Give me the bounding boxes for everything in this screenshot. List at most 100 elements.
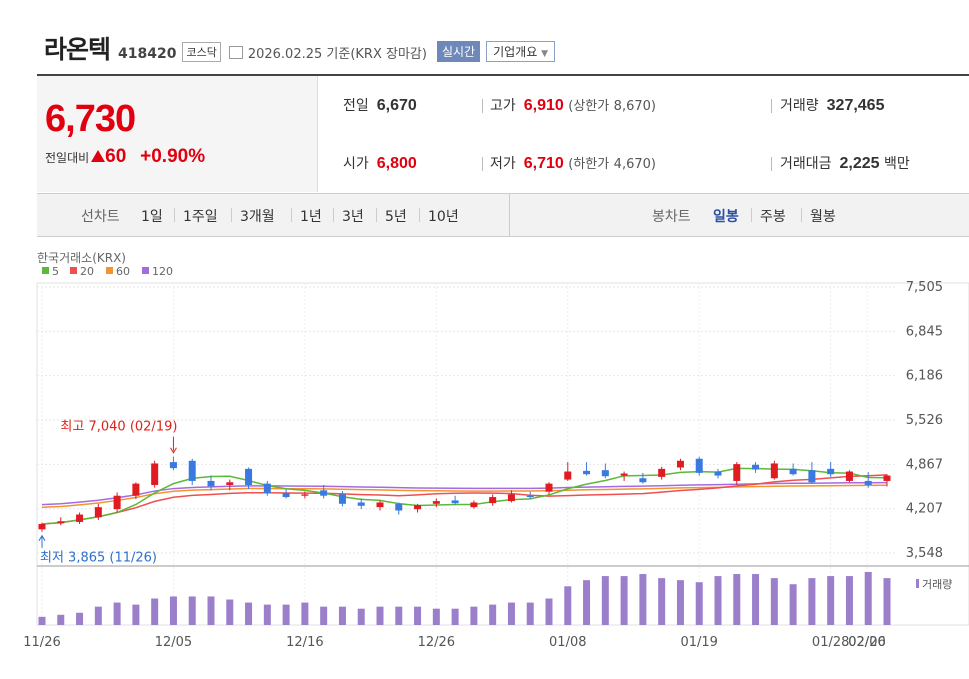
- volume-legend-label: 거래량: [922, 578, 952, 591]
- candle-body: [507, 494, 515, 502]
- period-3y[interactable]: 3년: [342, 209, 364, 225]
- volume-bar: [188, 596, 196, 625]
- candle-body: [526, 495, 534, 498]
- volume-bar: [94, 606, 102, 625]
- candle-body: [207, 480, 215, 487]
- period-selector: 선차트 1일 1주일 3개월 1년 3년 5년 10년 봉차트 일봉 주봉 월봉: [37, 193, 969, 237]
- y-tick-label: 4,867: [906, 457, 943, 472]
- candle-monthly[interactable]: 월봉: [810, 209, 836, 225]
- candle-body: [395, 503, 403, 511]
- change-label: 전일대비: [45, 151, 90, 165]
- calendar-icon: [228, 46, 243, 59]
- candle-body: [320, 490, 328, 496]
- divider: [231, 208, 232, 222]
- low-label: 저가: [490, 156, 516, 172]
- candle-body: [113, 495, 121, 510]
- x-tick-label: 01/19: [680, 635, 717, 650]
- volume-bar: [489, 604, 497, 625]
- candle-body: [845, 471, 853, 481]
- volume-bar: [789, 584, 797, 625]
- realtime-button[interactable]: 실시간: [436, 41, 481, 62]
- volume-bar: [526, 602, 534, 625]
- candle-body: [301, 494, 309, 496]
- min-annotation: 최저 3,865 (11/26): [40, 551, 157, 566]
- y-tick-label: 5,526: [906, 413, 943, 428]
- lower-limit-value: 4,670): [613, 157, 656, 172]
- period-5y[interactable]: 5년: [385, 209, 407, 225]
- candle-body: [583, 470, 591, 475]
- divider: [333, 208, 334, 222]
- candle-body: [545, 483, 553, 492]
- amount-unit: 백만: [884, 156, 910, 172]
- candle-body: [827, 468, 835, 475]
- period-3m[interactable]: 3개월: [240, 209, 275, 225]
- candle-body: [451, 500, 459, 504]
- upper-limit-label: (상한가: [568, 99, 610, 114]
- candle-body: [432, 501, 440, 504]
- candle-body: [57, 521, 65, 524]
- legend-swatch-5: [42, 267, 49, 274]
- company-overview-label: 기업개요: [493, 45, 538, 59]
- amount-label: 거래대금: [780, 156, 832, 172]
- candle-body: [169, 462, 177, 469]
- volume-bar: [883, 578, 891, 625]
- volume-bar: [695, 582, 703, 625]
- candle-daily[interactable]: 일봉: [713, 209, 739, 225]
- y-tick-label: 6,845: [906, 324, 943, 339]
- change-value: 60: [105, 146, 127, 167]
- volume-bar: [808, 578, 816, 625]
- candle-body: [752, 464, 760, 470]
- legend-swatch-60: [106, 267, 113, 274]
- x-tick-label: 11/26: [23, 635, 60, 650]
- volume-bar: [38, 616, 46, 625]
- candle-body: [864, 480, 872, 485]
- divider: [37, 74, 969, 76]
- candle-body: [601, 470, 609, 477]
- volume-bar: [226, 599, 234, 625]
- ma120-line: [41, 481, 888, 506]
- candle-body: [695, 458, 703, 473]
- candle-body: [38, 523, 46, 530]
- x-tick-label: 12/05: [155, 635, 192, 650]
- period-1y[interactable]: 1년: [300, 209, 322, 225]
- min-arrow-head: [38, 534, 46, 541]
- ma20-line: [41, 474, 888, 525]
- stat-high: 고가 6,910 (상한가 8,670): [490, 95, 656, 115]
- plot-frame: [36, 282, 969, 626]
- candle-body: [132, 483, 140, 496]
- candle-body: [470, 502, 478, 508]
- prev-value: 6,670: [376, 97, 417, 114]
- period-1w[interactable]: 1주일: [183, 209, 218, 225]
- open-value: 6,800: [376, 155, 417, 172]
- volume-value: 327,465: [826, 97, 885, 114]
- source-label: 한국거래소(KRX): [37, 251, 126, 265]
- volume-bar: [357, 608, 365, 625]
- divider: [801, 208, 802, 222]
- legend-label-60: 60: [116, 265, 130, 278]
- divider: [482, 99, 483, 113]
- candle-body: [188, 460, 196, 481]
- volume-bar: [507, 602, 515, 625]
- volume-bar: [827, 576, 835, 625]
- volume-bar: [583, 580, 591, 625]
- candle-body: [639, 478, 647, 483]
- period-10y[interactable]: 10년: [428, 209, 459, 225]
- market-badge: 코스닥: [182, 42, 221, 62]
- volume-bar: [207, 596, 215, 625]
- candle-body: [770, 463, 778, 479]
- candle-weekly[interactable]: 주봉: [760, 209, 786, 225]
- stat-low: 저가 6,710 (하한가 4,670): [490, 153, 656, 173]
- period-1d[interactable]: 1일: [141, 209, 163, 225]
- candle-body: [282, 493, 290, 498]
- volume-bar: [76, 612, 84, 625]
- volume-bar: [658, 578, 666, 625]
- candle-body: [676, 460, 684, 468]
- divider: [771, 99, 772, 113]
- line-chart-label: 선차트: [81, 209, 120, 225]
- x-tick-label: 02/20: [848, 635, 885, 650]
- stat-open: 시가 6,800: [343, 153, 417, 173]
- volume-bar: [432, 608, 440, 625]
- x-tick-label: 01/08: [549, 635, 586, 650]
- company-overview-dropdown[interactable]: 기업개요 ▼: [486, 41, 555, 62]
- legend-label-5: 5: [52, 265, 59, 278]
